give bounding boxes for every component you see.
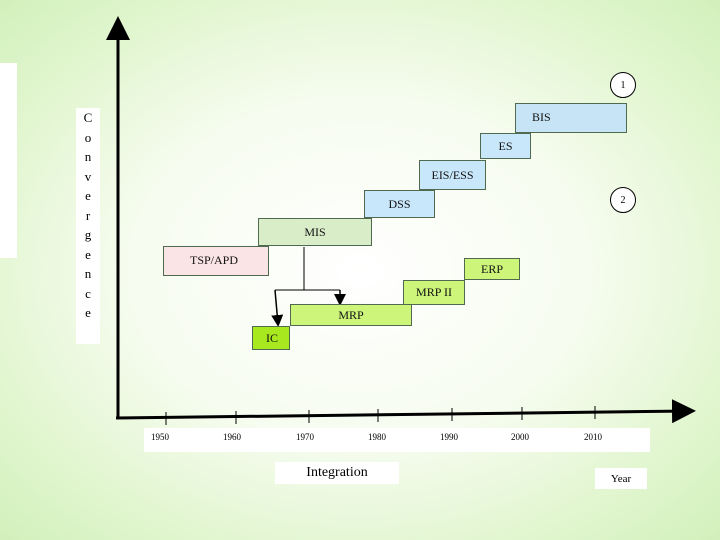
year-label: Year [595,468,647,489]
x-axis-caption-text: Integration [306,465,368,480]
box-mrp2-label: MRP II [416,285,452,299]
marker-1-label: 1 [620,79,626,91]
box-bis-label: BIS [532,110,551,124]
box-dss: DSS [364,190,435,218]
y-label-letter: C [83,110,93,125]
y-label-letter: v [84,168,92,184]
x-tick-label: 1950 [151,432,169,442]
y-label-letter: e [85,188,91,203]
box-ic-label: IC [266,330,278,345]
box-tsp-apd: TSP/APD [163,246,269,276]
y-label-letter: o [84,129,92,145]
x-tick-label-band [144,428,650,452]
y-label-letter: c [85,285,91,301]
box-eis: EIS/ESS [419,160,486,190]
x-tick-label: 1960 [223,432,241,442]
box-eis-label: EIS/ESS [431,167,474,182]
box-mis-label: MIS [304,224,326,239]
box-mrp: MRP [290,304,412,326]
marker-1: 1 [610,72,636,98]
box-dss-label: DSS [388,196,411,211]
box-tsp-label: TSP/APD [190,253,239,267]
box-erp-label: ERP [480,261,503,276]
box-mis: MIS [258,218,372,246]
box-erp: ERP [464,258,520,280]
box-mrp2: MRP II [403,280,465,305]
box-es-label: ES [498,138,513,153]
y-label-letter: e [85,246,91,262]
y-label-letter: r [85,207,91,223]
x-tick-label: 2010 [584,432,602,442]
left-margin-strip [0,63,17,258]
x-tick-label: 1970 [296,432,314,442]
year-label-text: Year [610,472,632,485]
y-axis-label: C o n v e r g e n c e [76,108,100,344]
box-bis: BIS [515,103,627,133]
x-axis-caption: Integration [275,462,399,484]
box-mrp-label: MRP [338,307,364,322]
x-tick-label: 1980 [368,432,386,442]
marker-2-label: 2 [620,194,626,206]
y-label-letter: n [84,149,92,164]
x-tick-label: 2000 [511,432,529,442]
connector-arrow [271,289,284,327]
y-label-letter: e [85,305,91,320]
box-es: ES [480,133,531,159]
y-label-letter: g [84,227,92,242]
x-axis-line [115,399,696,424]
marker-2: 2 [610,187,636,213]
box-ic: IC [252,326,290,350]
x-tick-label: 1990 [440,432,458,442]
y-label-letter: n [84,266,92,281]
